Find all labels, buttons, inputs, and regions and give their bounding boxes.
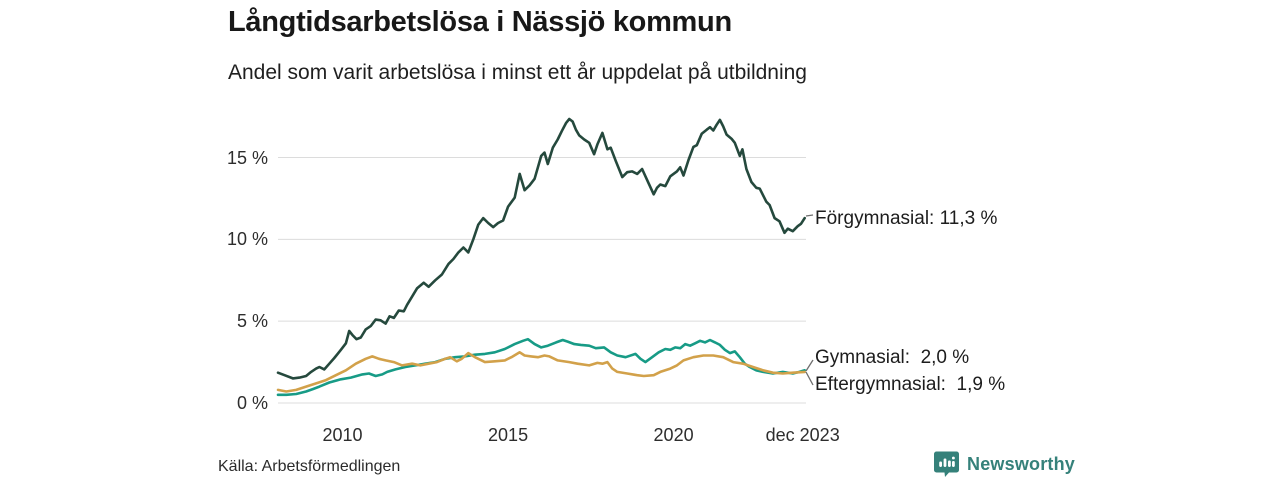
connector-line <box>805 359 814 372</box>
source-note: Källa: Arbetsförmedlingen <box>218 458 401 475</box>
x-axis-tick-2015: 2015 <box>488 425 529 445</box>
brand-logo: Newsworthy <box>933 450 1075 478</box>
y-axis-tick-15: 15 % <box>226 147 268 168</box>
page-title: Långtidsarbetslösa i Nässjö kommun <box>228 6 732 38</box>
series-line-eftergymnasial <box>276 350 807 393</box>
x-axis-tick-2020: 2020 <box>653 425 694 445</box>
connector-line <box>805 371 814 386</box>
series-line-gymnasial <box>276 337 807 397</box>
chart-subtitle: Andel som varit arbetslösa i minst ett å… <box>228 61 807 84</box>
label-connector-lines <box>805 214 814 386</box>
series-label-eftergymnasial: Eftergymnasial: 1,9 % <box>815 374 1006 395</box>
series-lines <box>276 117 807 397</box>
connector-line <box>805 214 814 217</box>
series-label-forgymnasial: Förgymnasial: 11,3 % <box>815 208 998 229</box>
y-axis-tick-10: 10 % <box>226 229 268 250</box>
series-label-gymnasial: Gymnasial: 2,0 % <box>815 347 970 368</box>
brand-name: Newsworthy <box>967 453 1076 474</box>
y-axis-tick-0: 0 % <box>236 393 268 413</box>
gridlines <box>278 157 806 404</box>
bar-chart-bubble-icon <box>933 450 959 478</box>
x-axis-tick-2010: 2010 <box>322 425 363 445</box>
x-axis-tick-dec-2023: dec 2023 <box>765 425 840 445</box>
series-line-förgymnasial <box>276 117 807 380</box>
y-axis-tick-5: 5 % <box>236 311 268 332</box>
